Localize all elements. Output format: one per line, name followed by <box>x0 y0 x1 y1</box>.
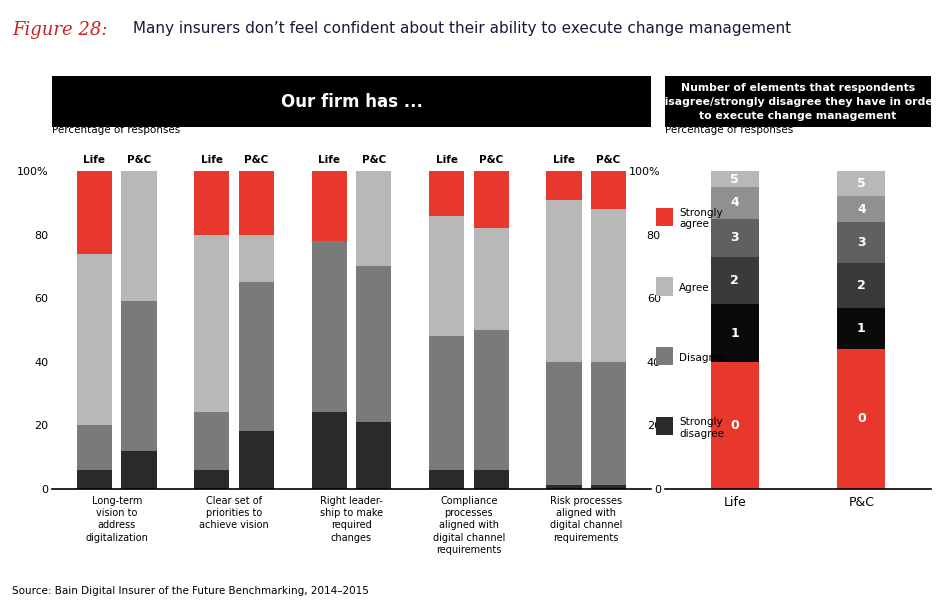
Bar <box>312 412 347 489</box>
Text: P&C: P&C <box>362 155 386 164</box>
Text: Many insurers don’t feel confident about their ability to execute change managem: Many insurers don’t feel confident about… <box>128 21 791 36</box>
Bar <box>312 241 347 412</box>
Bar <box>356 266 391 422</box>
Text: Number of elements that respondents
disagree/strongly disagree they have in orde: Number of elements that respondents disa… <box>657 83 939 121</box>
Text: 5: 5 <box>857 177 865 190</box>
Text: Disagree: Disagree <box>679 353 726 363</box>
Text: 4: 4 <box>857 203 865 215</box>
Bar <box>429 470 465 489</box>
Text: Life: Life <box>84 155 105 164</box>
Bar <box>711 305 759 362</box>
Text: 2: 2 <box>857 279 865 292</box>
Text: 4: 4 <box>731 196 739 209</box>
Bar <box>837 308 885 349</box>
Text: 1: 1 <box>731 327 739 339</box>
Bar <box>194 234 230 412</box>
Text: 3: 3 <box>731 231 739 244</box>
Bar <box>122 301 157 450</box>
Bar <box>77 425 112 470</box>
Text: Strongly
agree: Strongly agree <box>679 208 723 229</box>
Bar <box>238 432 274 489</box>
Bar <box>711 171 759 187</box>
Text: 2: 2 <box>731 274 739 287</box>
Bar <box>312 171 347 241</box>
Bar <box>837 263 885 308</box>
Bar <box>591 171 626 209</box>
Text: P&C: P&C <box>244 155 269 164</box>
Bar <box>356 171 391 266</box>
Bar <box>194 470 230 489</box>
Text: Agree: Agree <box>679 283 710 293</box>
Bar <box>546 362 581 486</box>
Bar <box>429 171 465 215</box>
Bar <box>194 171 230 234</box>
Bar <box>473 470 509 489</box>
Text: 5: 5 <box>731 172 739 186</box>
Text: Percentage of responses: Percentage of responses <box>52 125 180 135</box>
Bar <box>711 219 759 257</box>
Text: Our firm has ...: Our firm has ... <box>280 93 423 110</box>
Bar <box>429 215 465 336</box>
Text: P&C: P&C <box>597 155 620 164</box>
Bar <box>837 197 885 222</box>
Text: Source: Bain Digital Insurer of the Future Benchmarking, 2014–2015: Source: Bain Digital Insurer of the Futu… <box>12 586 370 596</box>
Bar <box>77 171 112 254</box>
Bar <box>837 349 885 489</box>
Text: 0: 0 <box>857 412 865 426</box>
Bar <box>546 171 581 200</box>
Text: Figure 28:: Figure 28: <box>12 21 108 39</box>
Text: Life: Life <box>200 155 223 164</box>
Bar <box>122 171 157 301</box>
Bar <box>473 171 509 228</box>
Text: 1: 1 <box>857 322 865 335</box>
Text: Life: Life <box>553 155 575 164</box>
Text: P&C: P&C <box>127 155 151 164</box>
Text: 0: 0 <box>731 419 739 432</box>
Bar <box>77 470 112 489</box>
Bar <box>238 282 274 432</box>
Bar <box>546 486 581 489</box>
Bar <box>356 422 391 489</box>
Bar <box>77 254 112 425</box>
Text: Percentage of responses: Percentage of responses <box>665 125 793 135</box>
Bar <box>837 171 885 197</box>
Bar <box>194 412 230 470</box>
Bar <box>591 209 626 362</box>
Text: Strongly
disagree: Strongly disagree <box>679 417 724 439</box>
Bar <box>122 450 157 489</box>
Bar <box>711 257 759 305</box>
Bar <box>546 200 581 362</box>
Bar <box>238 171 274 234</box>
Bar <box>711 187 759 219</box>
Bar <box>473 330 509 470</box>
Bar <box>711 362 759 489</box>
Text: P&C: P&C <box>479 155 504 164</box>
Bar <box>591 486 626 489</box>
Bar <box>238 234 274 282</box>
Bar <box>429 336 465 470</box>
Text: Life: Life <box>318 155 340 164</box>
Text: 3: 3 <box>857 236 865 249</box>
Bar <box>473 228 509 330</box>
Bar <box>591 362 626 486</box>
Text: Life: Life <box>435 155 458 164</box>
Bar <box>837 222 885 263</box>
